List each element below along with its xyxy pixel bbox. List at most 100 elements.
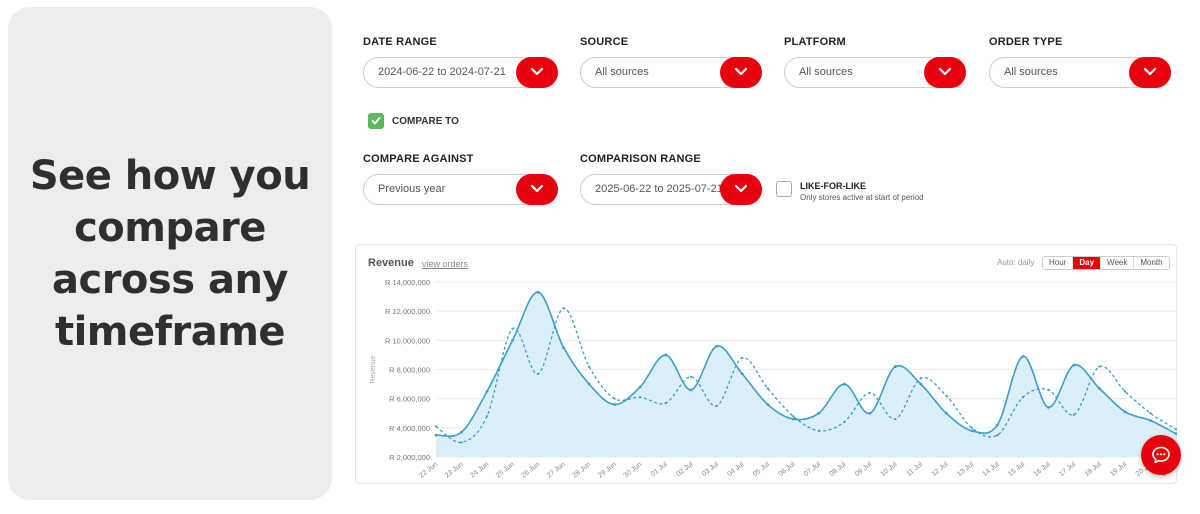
chat-button[interactable] [1141, 435, 1181, 475]
y-tick-label: R 6,000,000 [389, 395, 430, 404]
granularity-hour[interactable]: Hour [1043, 257, 1074, 269]
platform-label: PLATFORM [784, 36, 846, 48]
x-tick-label: 10 Jul [880, 461, 899, 478]
y-tick-label: R 4,000,000 [389, 424, 430, 433]
revenue-point [689, 388, 693, 392]
x-tick-label: 02 Jul [675, 461, 694, 478]
revenue-point [536, 290, 540, 294]
revenue-point [817, 411, 821, 415]
x-tick-label: 01 Jul [650, 461, 669, 478]
platform-toggle[interactable] [924, 57, 966, 88]
x-tick-label: 18 Jul [1084, 461, 1103, 478]
chevron-down-icon [530, 67, 544, 76]
comparison-point [1021, 396, 1024, 399]
chevron-down-icon [734, 67, 748, 76]
comparison-point [715, 404, 718, 408]
x-tick-label: 19 Jul [1109, 461, 1128, 478]
revenue-chart: R 2,000,000 R 4,000,000 R 6,000,000 R 8,000… [370, 278, 1177, 480]
comparison-point [868, 391, 871, 394]
revenue-point [740, 372, 744, 376]
date-range-label: DATE RANGE [363, 36, 437, 48]
like-for-like-label: LIKE-FOR-LIKE [800, 181, 866, 191]
granularity-month[interactable]: Month [1140, 258, 1163, 267]
revenue-point [715, 344, 719, 348]
revenue-point [995, 423, 999, 427]
revenue-point [511, 338, 514, 342]
revenue-point [1021, 354, 1025, 358]
x-tick-label: 06 Jul [777, 461, 796, 478]
comparison-range-value: 2025-06-22 to 2025-07-21 [595, 183, 723, 195]
x-tick-label: 03 Jul [701, 461, 720, 478]
x-tick-label: 30 Jun [622, 461, 643, 480]
comparison-point [945, 394, 948, 397]
source-toggle[interactable] [720, 57, 762, 88]
platform-dropdown[interactable]: All sources [784, 57, 966, 88]
revenue-area [436, 292, 1176, 457]
x-tick-label: 05 Jul [752, 461, 771, 478]
view-orders-link[interactable]: view orders [422, 259, 469, 269]
source-dropdown[interactable]: All sources [580, 57, 762, 88]
revenue-point [842, 382, 846, 386]
comparison-range-dropdown[interactable]: 2025-06-22 to 2025-07-21 [580, 174, 762, 205]
x-tick-label: 11 Jul [905, 461, 924, 478]
chevron-down-icon [530, 184, 544, 193]
comparison-range-toggle[interactable] [720, 174, 762, 205]
granularity-toggle: Hour Day Week Month [1042, 256, 1170, 270]
compare-to-label: COMPARE TO [392, 116, 459, 127]
y-tick-label: R 14,000,000 [385, 278, 430, 287]
revenue-point [613, 403, 617, 406]
comparison-point [434, 425, 438, 428]
revenue-point [1072, 363, 1076, 367]
like-for-like-checkbox[interactable] [776, 181, 792, 197]
revenue-point [791, 417, 795, 421]
comparison-point [664, 401, 667, 405]
y-tick-label: R 2,000,000 [389, 453, 430, 462]
platform-value: All sources [799, 66, 853, 78]
revenue-point [664, 353, 668, 357]
revenue-point [638, 385, 642, 389]
comparison-point [741, 356, 744, 359]
source-value: All sources [595, 66, 649, 78]
revenue-point [1047, 406, 1050, 409]
order-type-toggle[interactable] [1129, 57, 1171, 88]
comparison-point [1123, 390, 1127, 393]
x-tick-label: 22 Jun [418, 461, 439, 480]
comparison-point [1149, 412, 1152, 415]
date-range-dropdown[interactable]: 2024-06-22 to 2024-07-21 [363, 57, 558, 88]
comparison-point [613, 397, 616, 400]
x-tick-label: 04 Jul [726, 461, 745, 478]
x-tick-label: 07 Jul [803, 461, 822, 478]
x-tick-label: 14 Jul [982, 461, 1001, 478]
x-tick-label: 08 Jul [828, 461, 847, 478]
comparison-point [511, 327, 514, 330]
comparison-point [639, 396, 642, 399]
chat-bubble-icon [1152, 446, 1170, 464]
order-type-dropdown[interactable]: All sources [989, 57, 1171, 88]
comparison-point [792, 415, 795, 418]
revenue-point [944, 411, 948, 415]
comparison-point [460, 441, 463, 444]
granularity-week[interactable]: Week [1101, 257, 1135, 269]
x-tick-label: 27 Jun [546, 461, 567, 480]
date-range-value: 2024-06-22 to 2024-07-21 [378, 66, 506, 78]
compare-against-toggle[interactable] [516, 174, 558, 205]
x-tick-label: 24 Jun [469, 461, 490, 480]
chevron-down-icon [1143, 67, 1157, 76]
hero-headline: See how you compare across any timeframe [29, 152, 311, 355]
revenue-point [1174, 432, 1177, 436]
compare-to-checkbox[interactable] [368, 113, 384, 129]
comparison-point [766, 387, 769, 390]
revenue-point [587, 382, 591, 386]
comparison-point [970, 426, 973, 429]
revenue-point [485, 389, 489, 393]
comparison-point [1174, 428, 1177, 431]
revenue-point [460, 430, 463, 434]
hero-panel: See how you compare across any timeframe [8, 7, 332, 500]
revenue-point [1098, 387, 1101, 390]
date-range-toggle[interactable] [516, 57, 558, 88]
compare-against-dropdown[interactable]: Previous year [363, 174, 558, 205]
granularity-day[interactable]: Day [1073, 257, 1102, 269]
order-type-label: ORDER TYPE [989, 36, 1063, 48]
comparison-range-label: COMPARISON RANGE [580, 153, 701, 165]
auto-granularity-label: Auto: daily [997, 258, 1035, 267]
